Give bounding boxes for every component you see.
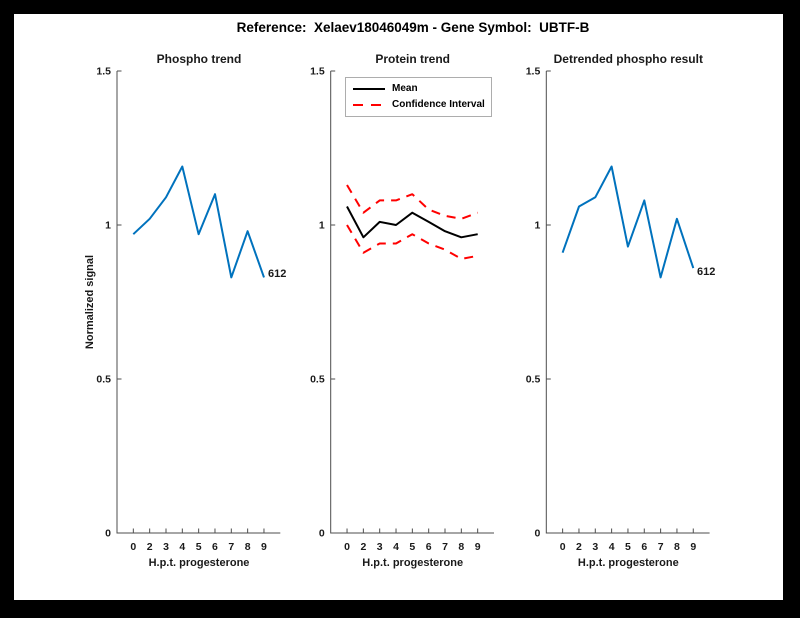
legend-label-mean: Mean [392,83,418,94]
legend-entry-mean: Mean [353,81,491,97]
x-tick-label: 5 [625,541,631,553]
x-tick-label: 3 [377,541,383,553]
y-axis-label: Normalized signal [84,254,96,350]
x-tick-label: 7 [658,541,664,553]
x-tick-label: 8 [458,541,464,553]
x-tick-label: 5 [409,541,415,553]
subplot-title-phospho: Phospho trend [156,52,242,66]
y-tick-label: 0 [534,528,540,540]
y-tick-label: 0 [319,528,325,540]
x-tick-label: 2 [576,541,582,553]
confidence-interval-line-sample-icon [353,104,385,106]
axes-frame [545,71,710,534]
x-tick-label: 9 [475,541,481,553]
x-tick-label: 8 [245,541,251,553]
x-tick-label: 7 [442,541,448,553]
confidence-interval-lower-line [346,224,478,260]
x-tick-label: 9 [690,541,696,553]
figure-title: Reference: Xelaev18046049m - Gene Symbol… [236,20,590,35]
confidence-interval-upper-line [346,184,479,220]
y-tick-label: 0 [105,528,111,540]
x-tick-label: 4 [393,541,399,553]
x-tick-label: 4 [179,541,185,553]
x-tick-label: 6 [641,541,647,553]
x-tick-label: 0 [560,541,566,553]
legend-entry-confidence-interval: Confidence Interval [353,97,491,113]
x-axis-label-protein: H.p.t. progesterone [362,557,464,569]
axes-frame [330,71,494,534]
mean-line-sample-icon [353,88,385,90]
detrended-phospho-line [561,165,695,279]
x-tick-label: 4 [609,541,615,553]
subplot-title-detrended: Detrended phospho result [553,52,703,66]
y-tick-label: 0.5 [310,374,325,386]
x-tick-label: 3 [163,541,169,553]
x-axis-label-phospho: H.p.t. progesterone [148,557,250,569]
legend: Mean Confidence Interval [345,77,492,117]
x-tick-label: 9 [261,541,267,553]
y-tick-label: 0.5 [526,374,541,386]
x-tick-label: 0 [344,541,350,553]
x-tick-label: 8 [674,541,680,553]
x-tick-label: 2 [147,541,153,553]
mean-line [346,206,478,239]
x-tick-label: 7 [228,541,234,553]
legend-label-confidence-interval: Confidence Interval [392,99,485,110]
phospho-trend-line [132,165,265,279]
axes-frame [116,71,281,534]
x-tick-label: 6 [212,541,218,553]
end-label-phospho: 612 [268,268,287,280]
end-label-detrended: 612 [697,266,716,278]
y-tick-label: 1.5 [96,66,111,78]
x-tick-label: 0 [130,541,136,553]
x-tick-label: 6 [426,541,432,553]
x-axis-label-detrended: H.p.t. progesterone [577,557,679,569]
y-tick-label: 1 [534,220,540,232]
y-tick-label: 1 [105,220,111,232]
x-tick-label: 3 [592,541,598,553]
y-tick-label: 1 [319,220,325,232]
subplot-title-protein: Protein trend [375,52,451,66]
y-tick-label: 0.5 [96,374,111,386]
x-tick-label: 2 [360,541,366,553]
y-tick-label: 1.5 [310,66,325,78]
y-tick-label: 1.5 [526,66,541,78]
x-tick-label: 5 [196,541,202,553]
